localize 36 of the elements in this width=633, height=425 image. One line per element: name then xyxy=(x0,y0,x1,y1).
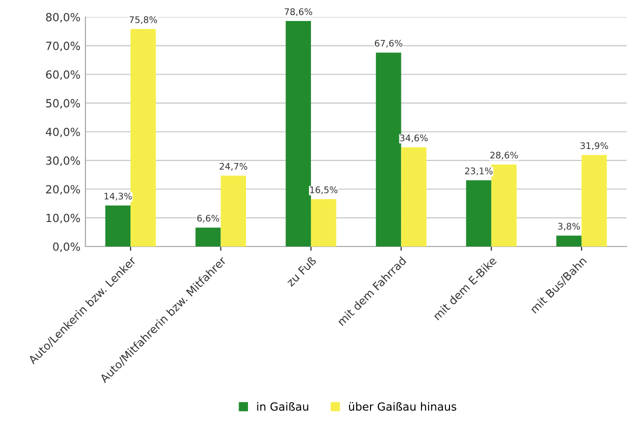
data-label: 14,3% xyxy=(104,192,132,200)
y-tick-label: 40,0% xyxy=(46,128,80,138)
y-tick-label: 60,0% xyxy=(46,70,80,80)
y-tick-label: 30,0% xyxy=(46,156,80,166)
data-label: 3,8% xyxy=(558,222,580,231)
data-label: 16,5% xyxy=(310,186,338,194)
legend-label: über Gaißau hinaus xyxy=(349,402,456,411)
data-label: 34,6% xyxy=(400,134,428,142)
bar xyxy=(130,29,156,246)
bar xyxy=(105,205,131,246)
data-label: 23,1% xyxy=(465,167,493,176)
y-tick-label: 80,0% xyxy=(46,12,80,23)
data-label: 24,7% xyxy=(220,162,248,171)
data-label: 78,6% xyxy=(284,8,312,16)
bar xyxy=(220,176,246,246)
bar xyxy=(286,21,311,246)
y-tick-label: 70,0% xyxy=(46,42,80,52)
data-label: 31,9% xyxy=(580,142,608,150)
bar xyxy=(582,154,607,246)
x-tick-label: zu Fuß xyxy=(286,256,317,287)
bar xyxy=(556,236,582,246)
bar xyxy=(376,52,402,246)
bar xyxy=(401,147,426,246)
y-tick-label: 20,0% xyxy=(46,185,80,195)
data-label: 75,8% xyxy=(130,16,158,24)
bar xyxy=(466,180,492,246)
data-label: 6,6% xyxy=(197,214,220,223)
data-label: 67,6% xyxy=(374,40,402,48)
bar xyxy=(491,164,517,246)
data-label: 28,6% xyxy=(490,152,518,160)
legend-label: in Gaißau xyxy=(257,402,308,411)
y-tick-label: 10,0% xyxy=(46,214,80,224)
bar xyxy=(310,199,336,246)
bar xyxy=(196,228,221,246)
y-tick-label: 50,0% xyxy=(46,99,80,109)
y-tick-label: 0,0% xyxy=(53,242,80,252)
